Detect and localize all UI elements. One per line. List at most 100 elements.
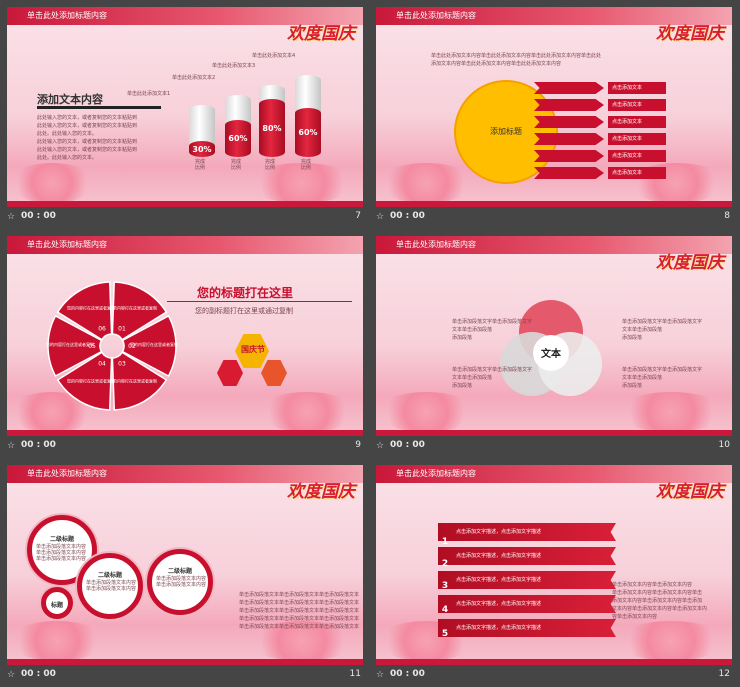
wheel-segment [56,281,113,341]
step-number: 4 [441,605,449,615]
bottom-band [7,201,363,207]
bar-value: 80% [262,124,282,133]
slide-number: 8 [724,211,730,221]
arrow-shape [534,99,604,111]
header-text: 单击此处添加标题内容 [27,11,107,20]
title-circle: 添加标题 [454,80,558,184]
slide-thumb-7[interactable]: 单击此处添加标题内容 欢度国庆 添加文本内容 此处输入您的文本，或者复制您的文本… [0,0,363,229]
flower-decor [7,621,107,661]
wheel-segment [47,314,103,378]
bar-cylinder: 60% 完成比例 [225,95,251,171]
logo-text: 欢度国庆 [656,24,724,44]
slide-title: 您的标题打在这里 [197,286,294,300]
flower-decor [7,163,97,203]
left-text: 单击添加段落文字单击添加段落文字 文本单击添加段落 添加段落 [452,367,533,389]
thumb-caption: ☆ 00 : 00 11 [7,669,363,683]
slide-canvas: 单击此处添加标题内容 您的标题打在这里 您的副标题打在这里或通过复制 01 您的内… [7,236,363,436]
segment-number: 02 [128,343,136,350]
bar-label: 完成比例 [301,159,312,171]
step-number: 3 [441,581,449,591]
step-number: 2 [441,559,449,569]
circle-card: 二级标题 单击添加段落文本内容 单击添加段落文本内容 [147,549,213,615]
header-text: 单击此处添加标题内容 [396,11,476,20]
badge-label: 国庆节 [241,345,265,354]
slide-canvas: 单击此处添加标题内容 欢度国庆 点击添加文字描述，点击添加文字描述 1 点击添加… [376,465,732,665]
wheel-segment [111,281,168,341]
label-box: 点击添加文本 [608,116,666,128]
title-rule [167,301,352,302]
legend-item: 单击此处添加文本3 [212,63,256,69]
circle-title: 二级标题 [97,572,122,579]
header-text: 单击此处添加标题内容 [396,469,476,478]
circle-text: 单击添加段落文本内容 单击添加段落文本内容 [156,576,207,588]
circle-title: 标题 [50,602,63,609]
slide-thumb-12[interactable]: 单击此处添加标题内容 欢度国庆 点击添加文字描述，点击添加文字描述 1 点击添加… [369,458,732,687]
slide-number: 9 [355,440,361,450]
timing-text: 00 : 00 [21,440,56,450]
title-underline [37,106,161,109]
header-text: 单击此处添加标题内容 [27,240,107,249]
badge-graphic: 国庆节 [217,334,287,394]
flower-decor [376,392,476,432]
slide-canvas: 单击此处添加标题内容 欢度国庆 二级标题 单击添加段落文本内容 单击添加段落文本内… [7,465,363,665]
star-icon: ☆ [376,441,385,451]
cylinder-fill [295,108,321,157]
hex-icon [261,360,287,386]
segment-label: 您的内容打在这里或者复制 [67,305,115,311]
label-box: 点击添加文本 [608,167,666,179]
slide-subtitle: 您的副标题打在这里或通过复制 [195,307,293,315]
cylinder-fill [189,141,215,157]
step-number: 1 [441,537,449,547]
segment-label: 您的内容打在这里或者复制 [130,341,178,347]
logo-text: 欢度国庆 [287,482,355,502]
slide-thumb-8[interactable]: 单击此处添加标题内容 欢度国庆 单击此处添加文本内容单击此处添加文本内容单击此处… [369,0,732,229]
slide-canvas: 单击此处添加标题内容 欢度国庆 文本 单击添加段落文字单击添加段落文字 文本单击添… [376,236,732,436]
segment-number: 01 [118,326,126,333]
body-text: 单击添加文本内容单击添加文本内容 单击添加文本内容单击添加文本内容单击 添加文本内容… [612,582,708,620]
intro-text: 单击此处添加文本内容单击此处添加文本内容单击此处添加文本内容单击此处 添加文本内容… [431,53,602,67]
slide-thumb-11[interactable]: 单击此处添加标题内容 欢度国庆 二级标题 单击添加段落文本内容 单击添加段落文本内… [0,458,363,687]
segment-label: 您的内容打在这里或者复制 [109,305,157,311]
flower-decor [616,621,726,661]
thumb-caption: ☆ 00 : 00 9 [7,440,363,454]
venn-diagram: 文本 [500,300,602,396]
thumb-caption: ☆ 00 : 00 8 [376,211,732,225]
arrow-shape [534,150,604,162]
slide-thumb-9[interactable]: 单击此处添加标题内容 您的标题打在这里 您的副标题打在这里或通过复制 01 您的内… [0,229,363,458]
segment-label: 您的内容打在这里或者复制 [46,341,94,347]
body-text: 此处输入您的文本，或者复制您的文本粘贴到 此处输入您的文本，或者复制您的文本粘贴到… [37,115,138,161]
timing-text: 00 : 00 [21,211,56,221]
label-box: 点击添加文本 [608,150,666,162]
circle-title: 二级标题 [167,568,192,575]
slide-header: 单击此处添加标题内容 [376,236,732,254]
header-text: 单击此处添加标题内容 [396,240,476,249]
bar-value: 30% [192,145,212,154]
circle-text: 单击添加段落文本内容 单击添加段落文本内容 [86,580,137,592]
label-box: 点击添加文本 [608,99,666,111]
slide-header: 单击此处添加标题内容 [7,465,363,483]
hex-icon [217,360,243,386]
left-text: 单击添加段落文字单击添加段落文字 文本单击添加段落 添加段落 [452,319,533,341]
arrow-shape [534,82,604,94]
step-number: 5 [441,629,449,639]
segment-label: 您的内容打在这里或者复制 [67,377,115,383]
arrow-shape [534,116,604,128]
legend-item: 单击此处添加文本2 [172,75,216,81]
step-ribbon: 点击添加文字描述，点击添加文字描述 [438,619,616,637]
slide-thumb-10[interactable]: 单击此处添加标题内容 欢度国庆 文本 单击添加段落文字单击添加段落文字 文本单击添… [369,229,732,458]
right-text: 单击添加段落文字单击添加段落文字 文本单击添加段落 添加段落 [622,367,703,389]
legend-item: 单击此处添加文本1 [127,91,171,97]
bottom-band [376,430,732,436]
bottom-band [376,201,732,207]
flower-decor [616,392,726,432]
segment-number: 03 [118,360,126,367]
segment-number: 06 [98,326,106,333]
segment-wheel: 01您的内容打在这里或者复制02您的内容打在这里或者复制03您的内容打在这里或者… [46,281,178,411]
logo-text: 欢度国庆 [656,482,724,502]
bottom-band [7,430,363,436]
step-ribbon: 点击添加文字描述，点击添加文字描述 [438,523,616,541]
slide-number: 7 [355,211,361,221]
slide-header: 单击此处添加标题内容 [7,236,363,254]
logo-text: 欢度国庆 [656,253,724,273]
bottom-band [376,659,732,665]
